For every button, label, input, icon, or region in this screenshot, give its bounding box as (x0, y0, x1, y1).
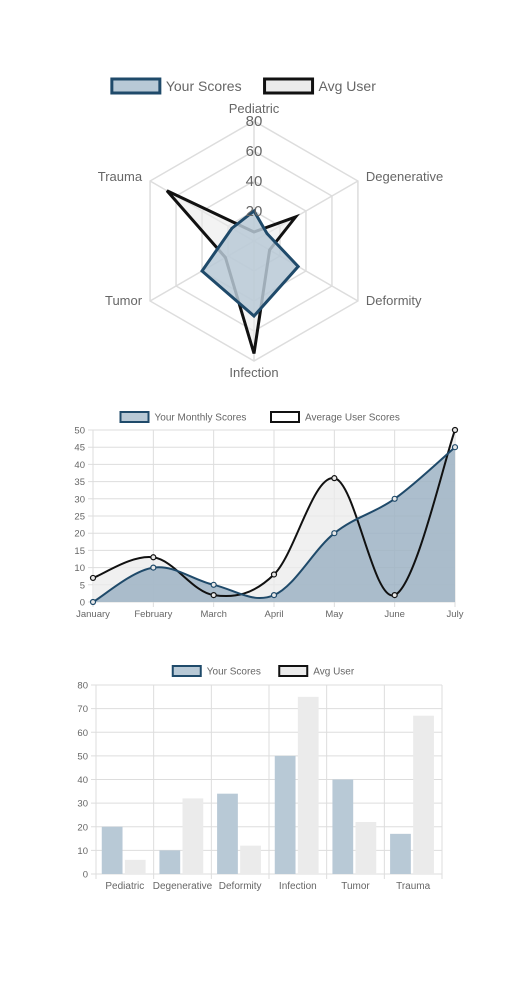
radar-tick-label: 20 (246, 203, 263, 220)
bar-y-tick-label: 50 (77, 751, 88, 762)
radar-category-pediatric: Pediatric (229, 101, 280, 116)
bar-x-tick-pediatric: Pediatric (105, 881, 144, 892)
data-point-your-monthly-scores (270, 592, 278, 599)
bar-your-scores-pediatric (101, 826, 123, 874)
bar-x-tick-tumor: Tumor (341, 881, 370, 892)
data-point-average-user-scores (210, 592, 217, 599)
data-point-average-user-scores (89, 574, 97, 582)
radar-category-deformity: Deformity (366, 293, 422, 308)
bar-your-scores-deformity (217, 793, 238, 874)
line-y-tick-label: 15 (74, 546, 85, 557)
bar-avg-user-tumor (355, 822, 377, 874)
line-y-tick-label: 0 (80, 598, 85, 609)
line-y-tick-label: 50 (74, 426, 85, 437)
radar-category-trauma: Trauma (98, 169, 143, 184)
legend-label-avg-user: Avg User (313, 667, 355, 678)
bar-avg-user-deformity (240, 845, 261, 874)
bar-x-tick-degenerative: Degenerative (153, 881, 213, 892)
bar-x-tick-deformity: Deformity (219, 881, 262, 892)
bar-avg-user-pediatric (124, 859, 146, 874)
data-point-your-monthly-scores (391, 495, 398, 502)
line-x-tick-may: May (325, 609, 343, 620)
line-y-tick-label: 40 (74, 460, 85, 471)
bar-x-tick-infection: Infection (279, 881, 317, 892)
legend-swatch-your-scores (110, 77, 162, 95)
line-x-tick-february: February (134, 609, 172, 620)
line-y-tick-label: 5 (80, 580, 85, 591)
line-x-tick-march: March (200, 609, 226, 620)
bar-y-tick-label: 60 (77, 728, 88, 739)
bar-your-scores-infection (274, 755, 296, 874)
radar-category-infection: Infection (229, 365, 278, 380)
legend-label-average-user-scores: Average User Scores (305, 413, 400, 424)
data-point-average-user-scores (270, 571, 278, 578)
bar-your-scores-degenerative (159, 850, 181, 874)
data-point-average-user-scores (391, 592, 398, 599)
category-bar-chart: Your Scores Avg User 0 10 20 30 40 50 60 70 80 Pedi… (77, 665, 443, 892)
data-point-average-user-scores (451, 426, 459, 434)
line-y-tick-label: 45 (74, 443, 85, 454)
radar-category-degenerative: Degenerative (366, 169, 443, 184)
monthly-line-chart: Your Monthly Scores Average User Scores 0 5… (74, 411, 464, 620)
legend-label-avg-user: Avg User (319, 78, 377, 94)
data-point-your-monthly-scores (89, 598, 97, 606)
bar-your-scores-tumor (332, 779, 354, 874)
legend-swatch-avg-user (263, 77, 315, 95)
bar-avg-user-trauma (413, 715, 434, 874)
bar-y-tick-label: 40 (77, 775, 88, 786)
data-point-your-monthly-scores (150, 564, 157, 571)
legend-label-your-scores: Your Scores (166, 78, 242, 94)
line-y-tick-label: 10 (74, 563, 85, 574)
data-point-average-user-scores (331, 475, 338, 482)
legend-swatch-your-monthly-scores (119, 411, 150, 423)
radar-tick-label: 60 (246, 143, 263, 160)
bar-y-tick-label: 70 (77, 704, 88, 715)
series-line-average-user-scores (92, 429, 456, 598)
line-x-tick-july: July (447, 609, 464, 620)
data-point-your-monthly-scores (331, 530, 338, 537)
line-y-tick-label: 35 (74, 477, 85, 488)
line-y-tick-label: 20 (74, 529, 85, 540)
bar-y-tick-label: 0 (83, 870, 88, 881)
area-fill-your-monthly-scores (93, 447, 455, 602)
legend-label-your-scores: Your Scores (207, 667, 261, 678)
bar-y-tick-label: 80 (77, 681, 88, 692)
legend-swatch-average-user-scores (270, 411, 300, 423)
data-point-average-user-scores (150, 554, 157, 561)
legend-swatch-avg-user (278, 665, 309, 677)
line-y-tick-label: 30 (74, 494, 85, 505)
bar-avg-user-infection (297, 696, 319, 874)
radar-series-your-scores (200, 208, 301, 319)
bar-your-scores-trauma (390, 833, 411, 874)
bar-avg-user-degenerative (182, 798, 204, 874)
radar-category-tumor: Tumor (105, 293, 143, 308)
bar-y-tick-label: 30 (77, 799, 88, 810)
bar-y-tick-label: 20 (77, 822, 88, 833)
line-x-tick-january: January (76, 609, 110, 620)
radar-tick-label: 40 (246, 173, 263, 190)
legend-swatch-your-scores (171, 665, 202, 677)
line-x-tick-april: April (264, 609, 283, 620)
line-y-tick-label: 25 (74, 512, 85, 523)
bar-y-tick-label: 10 (77, 846, 88, 857)
line-x-tick-june: June (384, 609, 405, 620)
bar-x-tick-trauma: Trauma (396, 881, 431, 892)
radar-tick-label: 80 (246, 113, 263, 130)
data-point-your-monthly-scores (451, 444, 459, 451)
legend-label-your-monthly-scores: Your Monthly Scores (155, 413, 247, 424)
data-point-your-monthly-scores (210, 581, 217, 588)
